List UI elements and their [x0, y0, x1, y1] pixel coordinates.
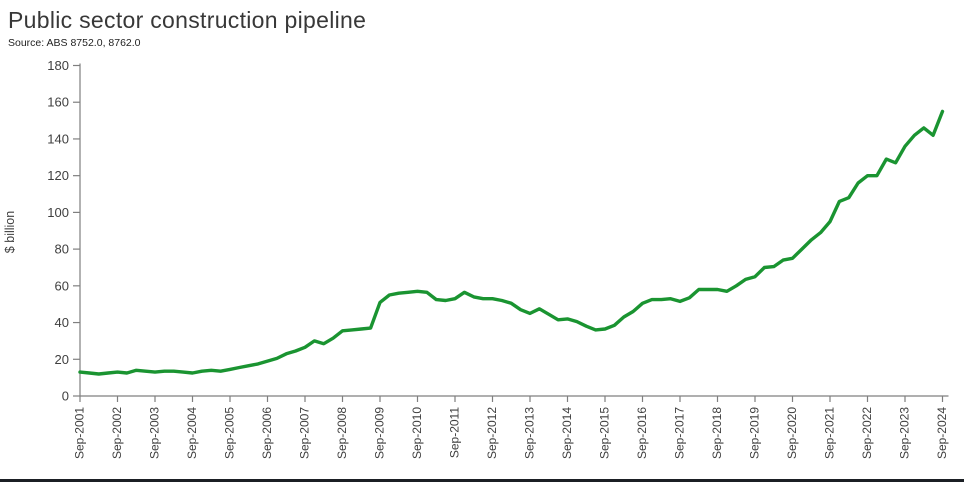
y-tick-label: 80 — [55, 242, 69, 257]
x-tick-label: Sep-2024 — [935, 407, 949, 459]
y-tick-label: 60 — [55, 278, 69, 293]
x-tick-label: Sep-2021 — [823, 407, 837, 459]
x-tick-label: Sep-2008 — [335, 407, 349, 459]
y-tick-label: 20 — [55, 352, 69, 367]
x-tick-label: Sep-2002 — [110, 407, 124, 459]
pipeline-series-line — [78, 109, 945, 376]
x-tick-label: Sep-2022 — [860, 407, 874, 459]
x-tick-label: Sep-2004 — [185, 407, 199, 459]
y-tick-label: 180 — [47, 58, 69, 73]
x-tick-label: Sep-2006 — [260, 407, 274, 459]
x-tick-label: Sep-2001 — [73, 407, 87, 459]
x-tick-label: Sep-2016 — [635, 407, 649, 459]
y-tick-label: 0 — [62, 389, 69, 404]
x-tick-label: Sep-2015 — [598, 407, 612, 459]
x-tick-label: Sep-2011 — [448, 407, 462, 458]
x-tick-label: Sep-2019 — [748, 407, 762, 459]
x-tick-label: Sep-2017 — [673, 407, 687, 459]
x-tick-label: Sep-2023 — [898, 407, 912, 459]
y-tick-label: 120 — [47, 168, 69, 183]
x-tick-label: Sep-2012 — [485, 407, 499, 459]
x-tick-label: Sep-2009 — [373, 407, 387, 459]
x-tick-label: Sep-2014 — [560, 407, 574, 459]
chart-source-note: Source: ABS 8752.0, 8762.0 — [8, 37, 141, 49]
x-tick-label: Sep-2018 — [710, 407, 724, 459]
y-axis-title: $ billion — [3, 211, 17, 253]
y-tick-label: 40 — [55, 315, 69, 330]
x-tick-label: Sep-2013 — [523, 407, 537, 459]
y-tick-label: 140 — [47, 131, 69, 146]
chart-title: Public sector construction pipeline — [8, 7, 367, 33]
y-tick-label: 100 — [47, 205, 69, 220]
x-tick-label: Sep-2020 — [785, 407, 799, 459]
x-tick-label: Sep-2010 — [410, 407, 424, 459]
x-tick-label: Sep-2005 — [223, 407, 237, 459]
x-tick-label: Sep-2003 — [148, 407, 162, 459]
y-tick-label: 160 — [47, 95, 69, 110]
x-tick-label: Sep-2007 — [298, 407, 312, 459]
footer-divider — [0, 479, 964, 482]
